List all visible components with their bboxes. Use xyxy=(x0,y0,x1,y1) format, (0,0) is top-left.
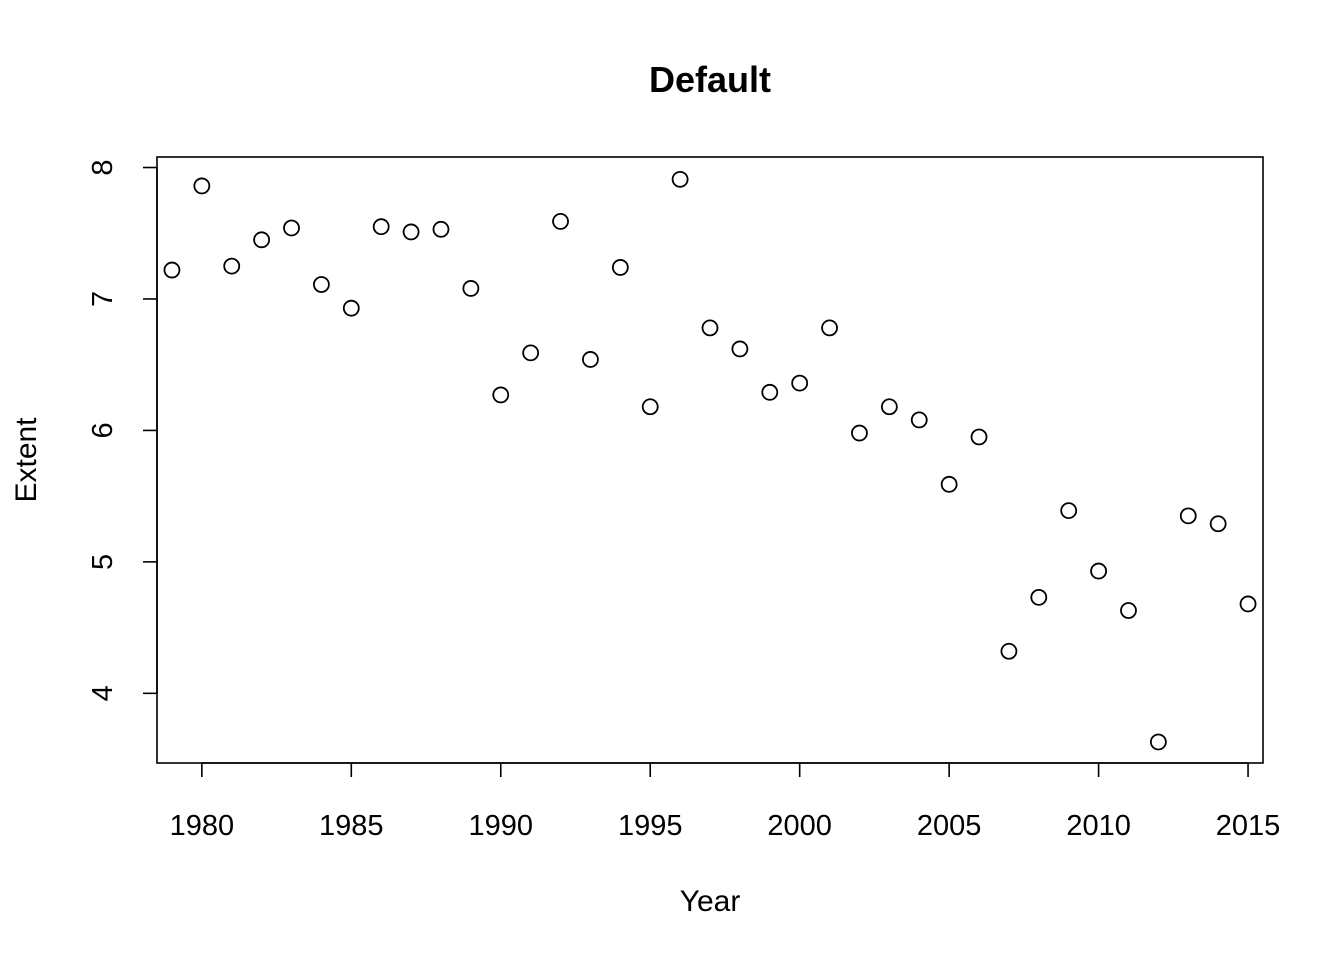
y-tick-label: 6 xyxy=(87,422,119,438)
y-tick-label: 4 xyxy=(87,685,119,701)
data-point xyxy=(253,231,271,249)
data-point xyxy=(283,219,300,237)
data-point xyxy=(1030,588,1048,606)
data-point xyxy=(1060,502,1078,520)
data-point xyxy=(880,398,898,416)
data-point xyxy=(1090,562,1107,580)
data-point xyxy=(851,424,868,442)
y-tick-label: 5 xyxy=(87,554,119,570)
data-point xyxy=(1000,642,1018,660)
x-tick-label: 1985 xyxy=(319,810,384,842)
data-point xyxy=(1149,733,1167,751)
data-point xyxy=(313,276,330,293)
data-point xyxy=(342,299,360,317)
data-point xyxy=(492,386,510,404)
x-tick-label: 1995 xyxy=(618,810,683,842)
data-point xyxy=(1239,595,1257,613)
data-point xyxy=(910,411,928,429)
data-point xyxy=(1209,515,1227,533)
x-tick-label: 2000 xyxy=(767,810,832,842)
data-point xyxy=(671,170,689,188)
data-point xyxy=(821,319,838,337)
data-point xyxy=(611,259,629,276)
data-point xyxy=(522,344,540,362)
x-tick-label: 2015 xyxy=(1216,810,1281,842)
data-point xyxy=(462,280,480,297)
data-point xyxy=(1120,602,1137,619)
data-point xyxy=(731,340,749,358)
y-axis: 4 5 6 7 8 xyxy=(87,159,158,701)
x-tick-label: 1980 xyxy=(170,810,235,842)
data-point xyxy=(402,223,420,241)
data-point xyxy=(761,383,779,401)
data-point xyxy=(791,374,809,392)
data-point xyxy=(552,213,569,230)
data-point xyxy=(372,218,390,236)
data-point xyxy=(582,351,599,368)
data-point xyxy=(970,428,988,446)
y-axis-label: Extent xyxy=(10,417,43,503)
y-tick-label: 8 xyxy=(87,159,119,175)
data-point xyxy=(432,220,450,238)
data-points xyxy=(163,170,1257,751)
x-axis: 1980 1985 1990 1995 2000 2005 2010 2015 xyxy=(170,762,1281,842)
x-axis-label: Year xyxy=(680,885,741,918)
x-tick-label: 1990 xyxy=(468,810,533,842)
plot-frame xyxy=(156,156,1264,764)
data-point xyxy=(223,257,241,275)
data-point xyxy=(641,398,659,416)
x-tick-label: 2005 xyxy=(917,810,982,842)
data-point xyxy=(1179,507,1197,525)
x-tick-label: 2010 xyxy=(1066,810,1131,842)
data-point xyxy=(940,475,958,493)
data-point xyxy=(701,319,719,337)
y-tick-label: 7 xyxy=(87,291,119,307)
data-point xyxy=(163,261,181,279)
chart-title: Default xyxy=(649,59,771,100)
data-point xyxy=(193,177,211,195)
